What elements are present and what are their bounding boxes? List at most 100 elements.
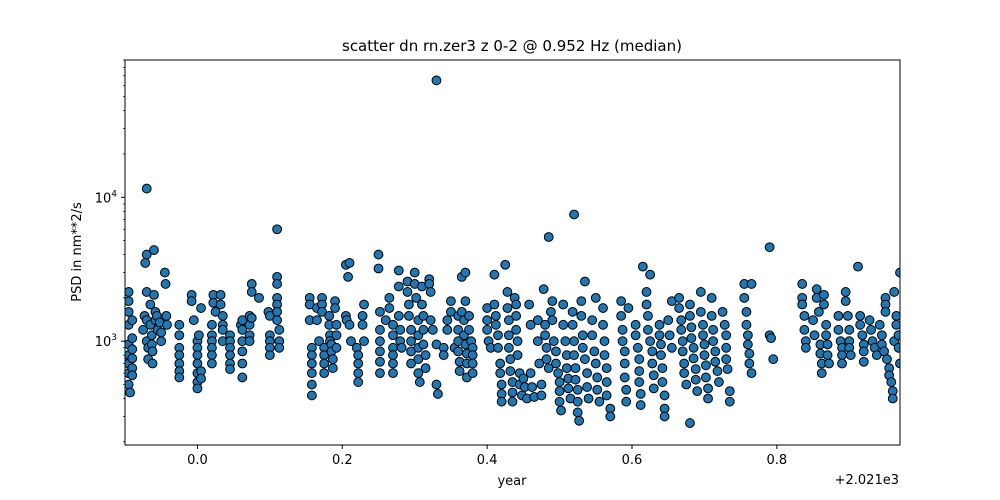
data-point [357, 319, 368, 330]
data-point [453, 346, 464, 357]
data-point [822, 339, 833, 350]
data-point [621, 396, 632, 407]
data-point [724, 396, 735, 407]
data-point [857, 330, 868, 341]
data-point [404, 310, 414, 321]
data-point [536, 379, 547, 390]
data-point [464, 310, 474, 321]
data-point [306, 368, 317, 379]
data-point [127, 333, 138, 344]
data-point [708, 324, 719, 335]
data-point [460, 267, 471, 278]
data-point [384, 293, 395, 303]
data-point [272, 279, 283, 289]
data-point [420, 350, 431, 361]
data-point [125, 306, 134, 317]
data-point [616, 310, 627, 321]
data-point [695, 287, 706, 297]
data-point [744, 348, 755, 359]
data-point [572, 384, 583, 395]
data-point [858, 356, 869, 367]
data-point [317, 306, 327, 317]
data-point [138, 324, 149, 335]
data-point [125, 379, 134, 390]
data-point [495, 368, 506, 379]
data-point [876, 330, 887, 341]
data-point [388, 330, 398, 341]
data-point [147, 346, 158, 357]
data-point [656, 350, 666, 361]
data-point [418, 310, 429, 321]
data-point [425, 315, 436, 326]
y-tick-label: 104 [95, 189, 118, 206]
data-point [541, 354, 552, 365]
data-point [592, 384, 603, 395]
data-point [547, 315, 558, 326]
data-point [373, 249, 384, 260]
data-point [306, 358, 317, 369]
data-point [161, 310, 172, 321]
data-point [666, 342, 677, 353]
data-point [619, 358, 630, 369]
data-point [446, 296, 456, 307]
data-point [808, 315, 818, 326]
data-point [891, 310, 900, 321]
data-point [159, 267, 170, 278]
data-point [840, 296, 851, 307]
data-point [388, 368, 398, 379]
data-point [616, 296, 627, 307]
data-point [743, 339, 753, 350]
data-point [464, 324, 474, 335]
data-point [743, 330, 753, 341]
data-point [127, 344, 138, 355]
data-point [427, 324, 438, 335]
data-point [380, 315, 391, 326]
data-point [272, 306, 283, 317]
data-point [676, 315, 687, 326]
data-point [237, 324, 248, 335]
data-point [160, 279, 171, 289]
data-point [719, 319, 730, 330]
data-point [685, 310, 695, 321]
data-point [503, 342, 514, 353]
data-point [411, 293, 422, 303]
x-tick-label: 0.6 [622, 453, 643, 468]
data-point [174, 330, 185, 341]
data-point [125, 387, 135, 398]
data-point [331, 330, 342, 341]
data-point [635, 400, 646, 410]
data-point [545, 306, 556, 317]
x-tick-label: 0.8 [767, 453, 788, 468]
data-point [558, 299, 569, 310]
data-point [246, 313, 257, 323]
data-point [246, 279, 257, 289]
data-point [746, 368, 757, 379]
data-point [592, 372, 603, 383]
data-point [746, 279, 757, 289]
x-tick-label: 0.0 [187, 453, 208, 468]
data-point [648, 370, 659, 381]
data-point [699, 339, 710, 350]
data-point [225, 364, 235, 375]
data-point [359, 299, 369, 310]
data-point [572, 407, 583, 418]
data-point [893, 330, 900, 341]
data-point [768, 354, 779, 365]
data-point [577, 330, 588, 341]
data-point [393, 281, 404, 292]
data-point [237, 315, 248, 326]
data-point [532, 336, 543, 347]
data-point [343, 271, 353, 282]
data-point [590, 358, 601, 369]
data-point [540, 319, 550, 330]
data-point [511, 310, 522, 321]
x-axis-label: year [497, 474, 527, 489]
data-point [589, 346, 600, 357]
data-point [538, 284, 549, 295]
data-point [306, 390, 317, 401]
data-point [598, 319, 608, 330]
data-point [816, 368, 827, 379]
data-point [490, 310, 501, 321]
data-point [619, 372, 630, 383]
data-point [548, 336, 559, 347]
